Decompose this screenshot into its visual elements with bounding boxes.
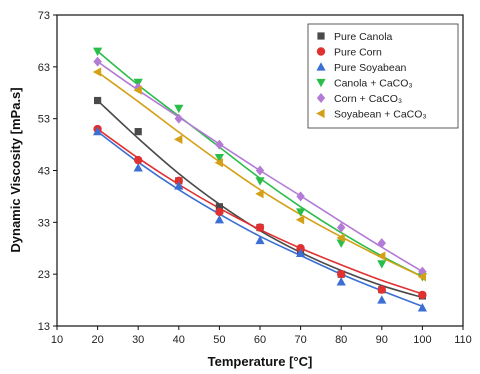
y-tick-label: 13 (38, 321, 50, 333)
data-point-soyabean-caco (92, 67, 102, 77)
data-point-pure-soyabean (93, 126, 103, 136)
x-tick-label: 30 (132, 334, 144, 346)
legend-label: Pure Corn (334, 47, 382, 59)
data-point-soyabean-caco (336, 233, 345, 243)
data-point-canola-caco (296, 208, 306, 217)
legend-marker-pure-canola (317, 32, 325, 40)
data-point-corn-caco (377, 238, 386, 249)
data-point-soyabean-caco (295, 215, 305, 225)
data-point-pure-soyabean (417, 303, 427, 312)
y-axis-title: Dynamic Viscosity [mPa.s] (8, 87, 23, 252)
data-point-pure-soyabean (214, 214, 224, 224)
data-point-pure-soyabean (296, 248, 306, 258)
y-tick-label: 33 (38, 217, 50, 229)
x-tick-label: 50 (213, 334, 225, 346)
data-point-corn-caco (337, 222, 346, 233)
data-point-pure-canola (215, 203, 223, 211)
data-point-pure-soyabean (133, 163, 143, 172)
data-point-pure-corn (174, 176, 183, 186)
x-tick-label: 40 (173, 334, 185, 346)
legend-label: Corn + CaCO₃ (334, 93, 402, 105)
data-point-canola-caco (255, 177, 265, 186)
data-point-pure-canola (134, 128, 142, 136)
legend-label: Canola + CaCO₃ (334, 78, 413, 90)
data-point-soyabean-caco (174, 134, 183, 144)
data-point-soyabean-caco (377, 251, 386, 261)
fit-curve-soyabean-caco (97, 71, 423, 278)
data-point-pure-corn (418, 290, 427, 300)
data-point-canola-caco (377, 260, 387, 269)
x-tick-label: 110 (454, 334, 472, 346)
data-point-soyabean-caco (255, 189, 264, 199)
data-point-pure-corn (255, 223, 265, 232)
y-tick-label: 23 (38, 269, 50, 281)
data-point-soyabean-caco (133, 85, 142, 95)
y-tick-label: 43 (38, 166, 50, 178)
legend-marker-pure-corn (316, 47, 326, 56)
x-tick-label: 10 (51, 334, 63, 346)
legend-label: Pure Soyabean (334, 62, 407, 74)
data-point-pure-corn (337, 269, 346, 279)
x-tick-label: 60 (254, 334, 266, 346)
x-tick-label: 100 (413, 334, 431, 346)
data-point-pure-corn (215, 207, 224, 217)
x-tick-label: 20 (91, 334, 103, 346)
data-point-corn-caco (93, 56, 102, 67)
x-tick-label: 80 (335, 334, 347, 346)
data-point-pure-soyabean (377, 295, 387, 304)
data-point-canola-caco (214, 153, 224, 163)
data-point-corn-caco (174, 113, 183, 124)
legend-marker-corn-caco (316, 93, 326, 103)
data-point-pure-corn (296, 244, 305, 253)
x-tick-label: 90 (376, 334, 388, 346)
legend-marker-pure-soyabean (316, 62, 326, 71)
legend-box (307, 23, 459, 129)
data-point-pure-corn (134, 155, 143, 165)
data-point-corn-caco (296, 191, 305, 202)
axes: 10 20 30 40 50 60 70 80 90 100 110 13 23 33 43 53 63 73 (38, 10, 472, 346)
y-tick-label: 53 (38, 114, 50, 126)
data-point-pure-corn (377, 285, 386, 294)
data-point-corn-caco (255, 165, 265, 176)
data-points (92, 47, 427, 312)
data-point-soyabean-caco (417, 272, 426, 282)
data-point-corn-caco (215, 139, 224, 150)
data-point-canola-caco (93, 47, 103, 57)
data-point-canola-caco (174, 104, 184, 114)
y-tick-label: 73 (38, 10, 50, 22)
y-tick-label: 63 (38, 62, 50, 74)
legend-marker-soyabean-caco (316, 108, 325, 119)
legend: Pure Canola Pure Corn Pure Soyabean Canola … (307, 23, 459, 129)
data-point-pure-soyabean (255, 235, 265, 245)
legend-label: Soyabean + CaCO₃ (334, 109, 427, 121)
data-point-pure-canola (94, 96, 102, 105)
x-axis-title: Temperature [°C] (208, 354, 313, 369)
data-point-pure-soyabean (336, 277, 346, 286)
x-tick-label: 70 (294, 334, 306, 346)
legend-label: Pure Canola (334, 31, 393, 43)
data-point-soyabean-caco (214, 158, 223, 168)
data-point-pure-soyabean (174, 181, 184, 190)
legend-marker-canola-caco (316, 78, 326, 88)
